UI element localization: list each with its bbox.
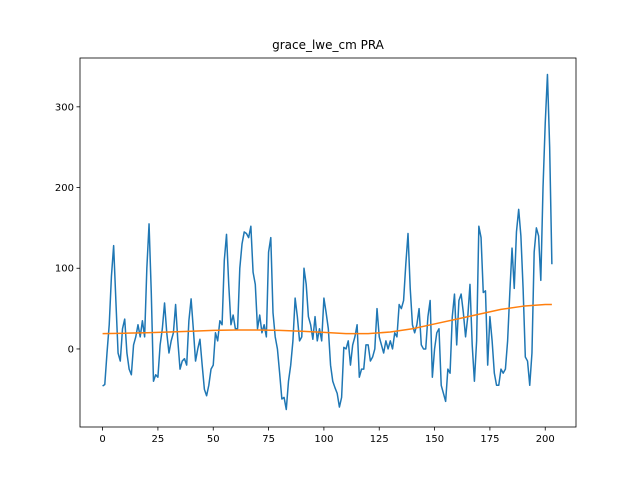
x-tick-label: 100: [314, 434, 333, 445]
x-tick-label: 200: [536, 434, 555, 445]
x-tick-label: 0: [99, 434, 105, 445]
data-line: [102, 73, 553, 411]
x-tick-label: 75: [262, 434, 275, 445]
y-tick-label: 0: [68, 344, 74, 355]
y-tick-label: 200: [55, 183, 74, 194]
x-tick-label: 175: [480, 434, 499, 445]
y-tick-label: 100: [55, 264, 74, 275]
x-tick-label: 125: [370, 434, 389, 445]
x-tick-label: 50: [207, 434, 220, 445]
x-tick-label: 150: [425, 434, 444, 445]
plot-frame: [79, 57, 577, 428]
data-line: [102, 303, 552, 335]
x-tick-label: 25: [152, 434, 165, 445]
y-tick-label: 300: [55, 102, 74, 113]
chart-title: grace_lwe_cm PRA: [272, 38, 385, 52]
